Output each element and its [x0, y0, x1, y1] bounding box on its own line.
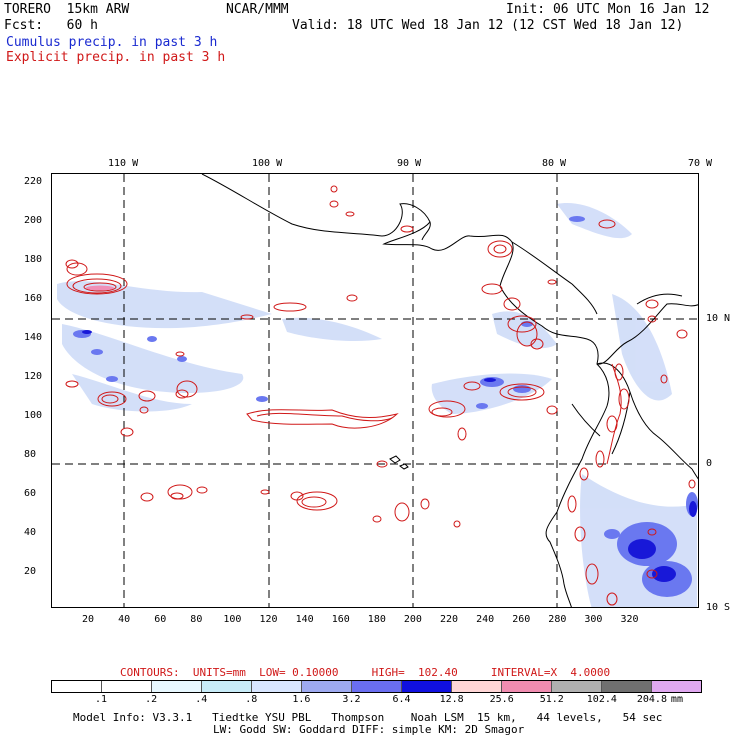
color-scale-label: 25.6: [489, 694, 514, 705]
lon-label-90w: 90 W: [397, 158, 422, 169]
x-tick-label: 320: [620, 614, 639, 625]
model-info-line2: LW: Godd SW: Goddard DIFF: simple KM: 2D…: [213, 723, 525, 736]
color-scale-swatch: [552, 681, 602, 692]
precip-map: [51, 173, 699, 608]
org-label: NCAR/MMM: [226, 2, 289, 17]
color-scale-label: .8: [245, 694, 258, 705]
lat-lon-grid: [52, 174, 698, 607]
y-tick-label: 40: [24, 527, 37, 538]
y-tick-label: 200: [24, 215, 43, 226]
forecast-hour: Fcst: 60 h: [4, 18, 98, 33]
color-scale-swatch: [252, 681, 302, 692]
color-scale-label: 102.4: [586, 694, 617, 705]
x-tick-label: 200: [403, 614, 422, 625]
color-scale-label: .4: [195, 694, 208, 705]
explicit-legend: Explicit precip. in past 3 h: [6, 50, 226, 65]
y-tick-label: 60: [24, 488, 37, 499]
valid-time: Valid: 18 UTC Wed 18 Jan 12 (12 CST Wed …: [292, 18, 684, 33]
x-tick-label: 220: [440, 614, 459, 625]
x-tick-label: 300: [584, 614, 603, 625]
x-tick-label: 180: [367, 614, 386, 625]
color-scale-swatch: [102, 681, 152, 692]
x-tick-label: 20: [82, 614, 95, 625]
y-tick-label: 20: [24, 566, 37, 577]
color-scale-swatch: [202, 681, 252, 692]
model-title: TORERO 15km ARW: [4, 2, 130, 17]
x-tick-label: 60: [154, 614, 167, 625]
color-scale-label: 12.8: [439, 694, 464, 705]
y-tick-label: 140: [24, 332, 43, 343]
x-tick-label: 120: [259, 614, 278, 625]
x-tick-label: 280: [548, 614, 567, 625]
lat-label-10s: 10 S: [706, 602, 731, 613]
y-tick-label: 160: [24, 293, 43, 304]
lon-label-110w: 110 W: [108, 158, 139, 169]
coastline: [201, 174, 698, 607]
x-tick-label: 240: [476, 614, 495, 625]
cumulus-heavy: [82, 330, 697, 582]
color-scale-labels: .1 .2 .4 .8 1.6 3.2 6.4 12.8 25.6 51.2 102.4 204.8 m…: [51, 694, 702, 706]
color-scale-label: 51.2: [539, 694, 564, 705]
explicit-precip-contours: [65, 185, 696, 606]
color-scale-label: .2: [145, 694, 158, 705]
color-scale-label: 1.6: [292, 694, 311, 705]
lon-label-70w: 70 W: [688, 158, 713, 169]
color-scale-swatch: [302, 681, 352, 692]
color-scale-swatch: [452, 681, 502, 692]
y-tick-label: 220: [24, 176, 43, 187]
color-scale-swatch: [152, 681, 202, 692]
lon-label-80w: 80 W: [542, 158, 567, 169]
model-info-line1: Model Info: V3.3.1 Tiedtke YSU PBL Thomp…: [73, 711, 663, 724]
color-scale-swatch: [602, 681, 652, 692]
color-scale-swatch: [402, 681, 452, 692]
color-scale-label: 6.4: [392, 694, 411, 705]
color-scale-swatch: [52, 681, 102, 692]
x-tick-label: 160: [331, 614, 350, 625]
color-scale-label: 204.8: [636, 694, 667, 705]
color-scale-swatch: [502, 681, 552, 692]
y-tick-label: 180: [24, 254, 43, 265]
color-scale-label: mm: [670, 694, 683, 705]
contour-info: CONTOURS: UNITS=mm LOW= 0.10000 HIGH= 10…: [120, 666, 611, 679]
cumulus-shading: [57, 203, 697, 607]
map-canvas: [52, 174, 698, 607]
y-tick-label: 120: [24, 371, 43, 382]
color-scale-label: .1: [95, 694, 108, 705]
y-tick-label: 80: [24, 449, 37, 460]
explicit-precip-heavy: [86, 285, 114, 291]
color-scale-bar: [51, 680, 702, 693]
lat-label-0: 0: [706, 458, 713, 469]
cumulus-legend: Cumulus precip. in past 3 h: [6, 35, 218, 50]
y-tick-label: 100: [24, 410, 43, 421]
x-tick-label: 260: [512, 614, 531, 625]
init-time: Init: 06 UTC Mon 16 Jan 12: [506, 2, 710, 17]
color-scale-swatch: [352, 681, 402, 692]
lon-label-100w: 100 W: [252, 158, 283, 169]
x-tick-label: 100: [223, 614, 242, 625]
x-tick-label: 80: [190, 614, 203, 625]
x-tick-label: 140: [295, 614, 314, 625]
x-tick-label: 40: [118, 614, 131, 625]
color-scale-swatch: [652, 681, 701, 692]
color-scale-label: 3.2: [342, 694, 361, 705]
lat-label-10n: 10 N: [706, 313, 731, 324]
galapagos-islands: [389, 455, 409, 470]
